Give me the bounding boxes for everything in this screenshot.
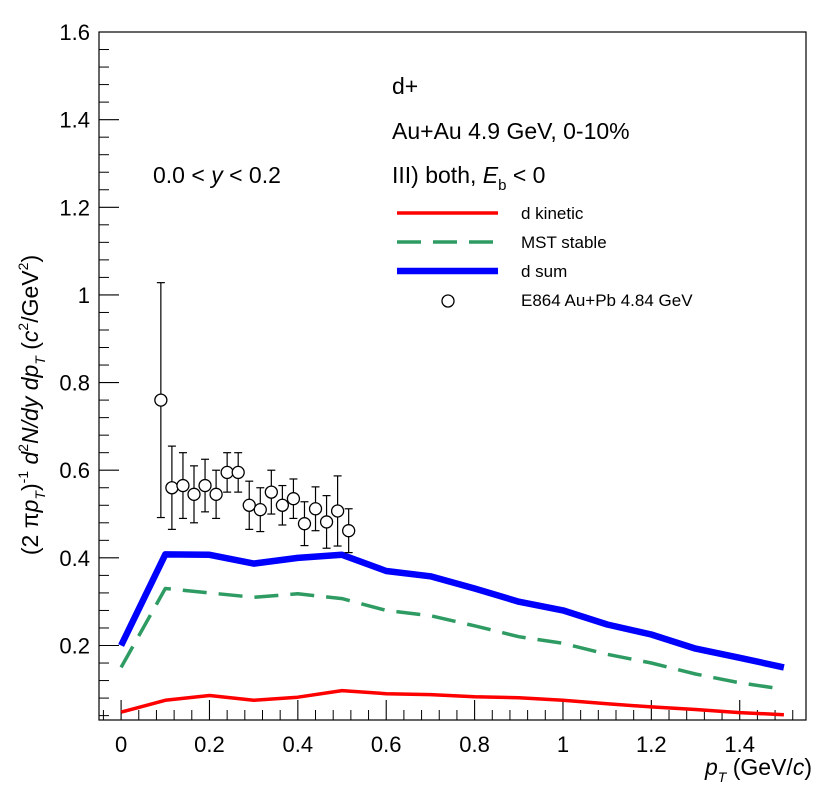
legend-label-d-sum: d sum	[521, 262, 567, 281]
x-tick-label: 1.2	[636, 732, 667, 757]
data-point	[297, 517, 312, 531]
x-tick-label: 0.2	[194, 732, 225, 757]
y-axis-label: (2 πpT)-1 d2N/dy dpT (c2/GeV2)	[15, 255, 48, 555]
y-tick-labels: 0.2 0.4 0.6 0.8 1 1.2 1.4 1.6	[59, 20, 90, 659]
legend-label-d-kinetic: d kinetic	[521, 204, 584, 223]
data-point	[198, 478, 212, 493]
annotation-particle: d+	[392, 73, 418, 99]
y-tick-label: 1	[78, 283, 90, 308]
x-tick-label: 0.4	[283, 732, 314, 757]
x-tick-label: 0	[115, 732, 127, 757]
annotation-rapidity: 0.0 < y < 0.2	[153, 162, 281, 188]
data-point	[165, 481, 179, 495]
x-tick-label: 1.4	[724, 732, 755, 757]
x-tick-label: 1	[557, 732, 569, 757]
data-point	[319, 515, 334, 529]
series-line-d-sum	[118, 551, 785, 671]
data-point	[308, 502, 323, 516]
y-tick-label: 0.6	[59, 458, 90, 483]
y-tick-label: 0.2	[59, 634, 90, 659]
data-point	[253, 503, 267, 517]
x-tick-labels: 0 0.2 0.4 0.6 0.8 1 1.2 1.4	[115, 732, 755, 757]
legend-marker-e864	[441, 294, 455, 308]
data-point	[209, 487, 223, 501]
x-tick-label: 0.8	[459, 732, 490, 757]
data-point	[342, 524, 356, 538]
y-tick-label: 1.4	[59, 108, 90, 133]
y-tick-label: 0.8	[59, 371, 90, 396]
data-point	[264, 485, 278, 499]
data-point	[154, 393, 168, 407]
legend: d kinetic MST stable d sum E864 Au+Pb 4.…	[397, 204, 693, 310]
x-tick-label: 0.6	[371, 732, 402, 757]
series-line-mst-stable	[119, 586, 785, 692]
y-tick-label: 0.4	[59, 546, 90, 571]
data-point	[330, 504, 345, 518]
y-tick-label: 1.2	[59, 195, 90, 220]
series-line-d-kinetic	[120, 688, 784, 717]
series-layer	[118, 551, 785, 717]
plot-frame	[98, 31, 807, 721]
data-points-layer	[154, 282, 356, 554]
y-tick-label: 1.6	[59, 20, 90, 45]
legend-label-mst-stable: MST stable	[521, 233, 607, 252]
data-point	[220, 465, 234, 480]
data-point	[286, 492, 301, 506]
data-point	[275, 498, 290, 512]
annotation-system: Au+Au 4.9 GeV, 0-10%	[392, 118, 630, 144]
annotation-scenario: III) both, Eb < 0	[392, 162, 545, 194]
x-axis-label: pT (GeV/c)	[704, 754, 812, 785]
data-point	[187, 487, 201, 501]
legend-label-e864: E864 Au+Pb 4.84 GeV	[521, 291, 693, 310]
data-point	[242, 498, 256, 512]
data-point	[176, 478, 190, 493]
data-point	[231, 465, 245, 480]
